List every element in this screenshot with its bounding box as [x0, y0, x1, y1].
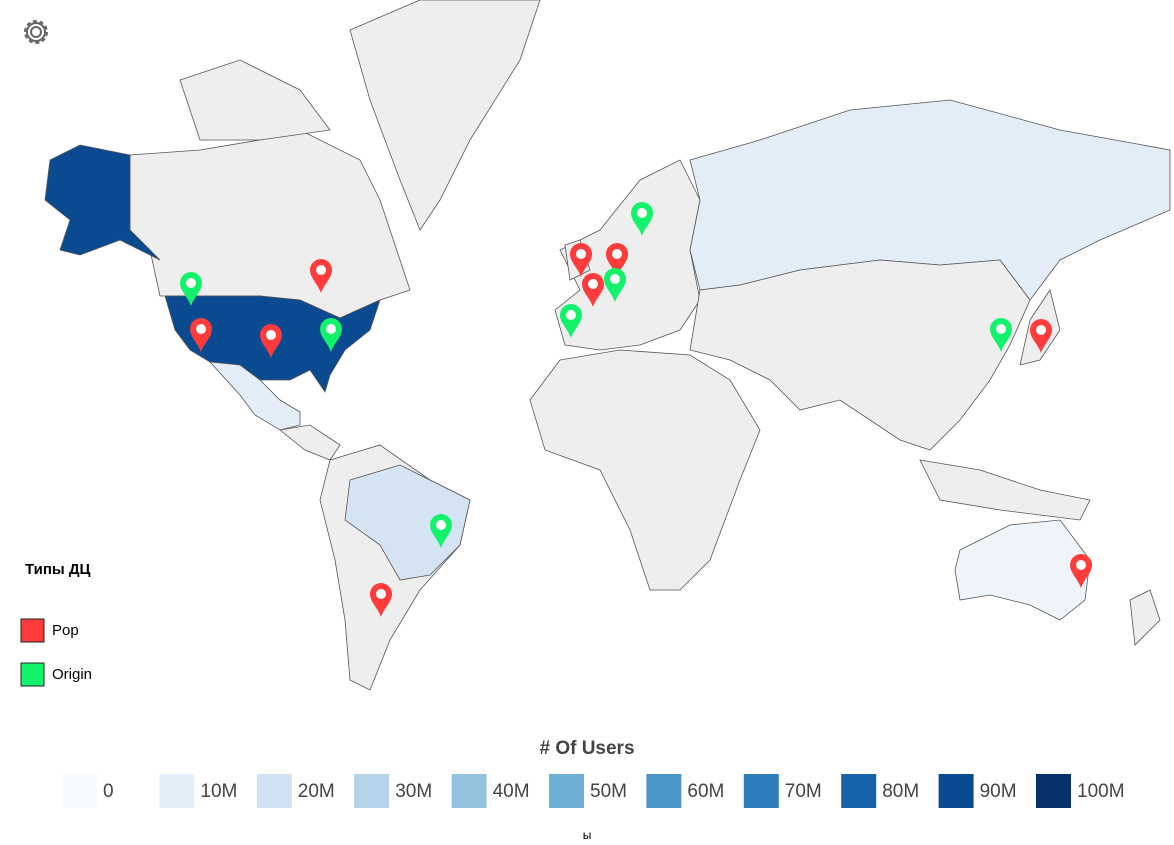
- pin-hole: [588, 279, 598, 289]
- pin[interactable]: [990, 318, 1012, 352]
- brazil: [344, 464, 471, 581]
- pin[interactable]: [582, 273, 604, 307]
- pin-body: [190, 318, 212, 352]
- pin-body: [310, 259, 332, 293]
- scale-swatch: [451, 774, 487, 808]
- scale-label: 40M: [493, 781, 530, 802]
- footer: ы: [583, 828, 592, 842]
- scale-label: 90M: [980, 781, 1017, 802]
- pin-hole: [612, 249, 622, 259]
- pin-hole: [996, 324, 1006, 334]
- pin-hole: [576, 249, 586, 259]
- pin[interactable]: [1070, 554, 1092, 588]
- pin-body: [604, 268, 626, 302]
- pin-hole: [566, 310, 576, 320]
- pin[interactable]: [560, 304, 582, 338]
- legend-swatch: [20, 618, 45, 643]
- pin[interactable]: [190, 318, 212, 352]
- alaska: [44, 144, 161, 261]
- pin-hole: [326, 324, 336, 334]
- pin-hole: [196, 324, 206, 334]
- scale-label: 10M: [200, 781, 237, 802]
- pin-body: [260, 324, 282, 358]
- pin-body: [631, 202, 653, 236]
- pin[interactable]: [606, 243, 628, 277]
- pin[interactable]: [320, 318, 342, 352]
- scale-swatch: [841, 774, 877, 808]
- scale-swatch: [1036, 774, 1071, 808]
- pin-body: [1030, 319, 1052, 353]
- scale-label: 100M: [1077, 781, 1125, 802]
- pin-hole: [637, 208, 647, 218]
- pin[interactable]: [310, 259, 332, 293]
- legend-title: Типы ДЦ: [25, 561, 91, 578]
- africa: [529, 349, 761, 591]
- pin-body: [560, 304, 582, 338]
- pin-body: [1070, 554, 1092, 588]
- central-america: [279, 424, 341, 461]
- scale-label: 80M: [882, 781, 919, 802]
- pin-body: [990, 318, 1012, 352]
- pin-hole: [436, 520, 446, 530]
- pin[interactable]: [430, 514, 452, 548]
- pin-hole: [610, 274, 620, 284]
- scale-label: 30M: [395, 781, 432, 802]
- pin-hole: [266, 330, 276, 340]
- scale-swatch: [354, 774, 390, 808]
- legend-label: Origin: [52, 666, 92, 683]
- pin-body: [180, 272, 202, 306]
- scale-swatch: [938, 774, 974, 808]
- pin[interactable]: [370, 583, 392, 617]
- pin-hole: [1076, 560, 1086, 570]
- scale-swatch: [256, 774, 292, 808]
- pin-body: [430, 514, 452, 548]
- scale-label: 50M: [590, 781, 627, 802]
- scale-swatch: [159, 774, 195, 808]
- pin-body: [606, 243, 628, 277]
- scale-swatch: [62, 774, 97, 808]
- australia: [954, 519, 1091, 621]
- pin-hole: [376, 589, 386, 599]
- arctic-islands: [179, 59, 331, 141]
- pin-body: [320, 318, 342, 352]
- mexico: [209, 361, 301, 431]
- pin[interactable]: [631, 202, 653, 236]
- asia: [689, 259, 1031, 451]
- new-zealand: [1129, 589, 1161, 646]
- pin[interactable]: [570, 243, 592, 277]
- settings-icon[interactable]: [24, 20, 48, 44]
- pin-hole: [186, 278, 196, 288]
- greenland: [349, 0, 541, 231]
- pin-body: [582, 273, 604, 307]
- pin[interactable]: [260, 324, 282, 358]
- scale-swatch: [646, 774, 682, 808]
- pin-body: [370, 583, 392, 617]
- scale-label: 60M: [687, 781, 724, 802]
- scale-label: 70M: [785, 781, 822, 802]
- pin-hole: [1036, 325, 1046, 335]
- scale-label: 20M: [298, 781, 335, 802]
- pin[interactable]: [1030, 319, 1052, 353]
- scale-label: 0: [103, 781, 114, 802]
- pin-body: [570, 243, 592, 277]
- pins: [180, 202, 1092, 617]
- legend-swatch: [20, 662, 45, 687]
- pin[interactable]: [180, 272, 202, 306]
- legend-label: Pop: [52, 622, 79, 639]
- scale-swatch: [743, 774, 779, 808]
- scale-swatch: [549, 774, 584, 808]
- pin-hole: [316, 265, 326, 275]
- scale-title: # Of Users: [539, 738, 634, 759]
- pin[interactable]: [604, 268, 626, 302]
- indonesia: [919, 459, 1091, 521]
